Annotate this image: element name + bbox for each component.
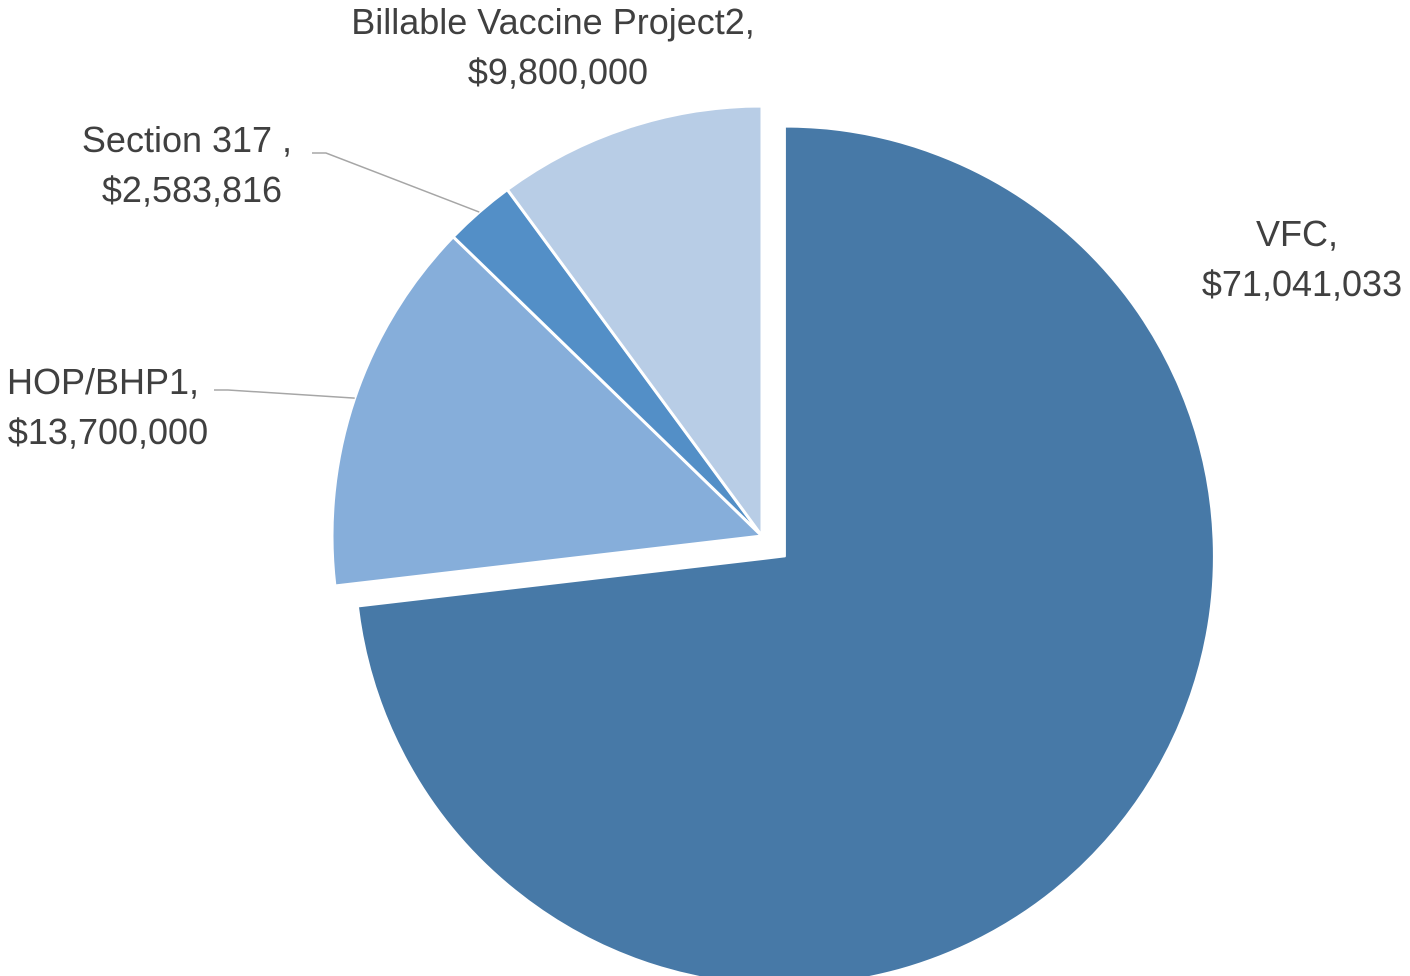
data-label-vfc-value: $71,041,033 xyxy=(1202,263,1402,304)
data-label-section-317-name: Section 317 , xyxy=(82,119,292,160)
slices-layer xyxy=(330,104,1216,976)
data-label-hop-bhp1-value: $13,700,000 xyxy=(8,411,208,452)
pie-slice-billable-vaccine-project2 xyxy=(505,104,764,538)
data-label-hop-bhp1-name: HOP/BHP1, xyxy=(7,361,199,402)
leader-lines-layer xyxy=(214,152,480,399)
pie-slice-hop-bhp1 xyxy=(330,235,764,588)
leader-line-hop-bhp1 xyxy=(214,389,355,399)
data-labels-layer: VFC, $71,041,033 HOP/BHP1, $13,700,000 S… xyxy=(7,1,1402,452)
data-label-billable-vaccine-project2: Billable Vaccine Project2, $9,800,000 xyxy=(351,1,765,92)
data-label-section-317-value: $2,583,816 xyxy=(102,169,282,210)
pie-slice-vfc xyxy=(355,124,1216,976)
data-label-vfc: VFC, $71,041,033 xyxy=(1202,213,1402,304)
data-label-billable-vaccine-project2-name: Billable Vaccine Project2, xyxy=(351,1,755,42)
leader-line-section-317 xyxy=(312,152,480,213)
data-label-hop-bhp1: HOP/BHP1, $13,700,000 xyxy=(7,361,209,452)
data-label-billable-vaccine-project2-value: $9,800,000 xyxy=(468,51,648,92)
data-label-section-317: Section 317 , $2,583,816 xyxy=(82,119,302,210)
data-label-vfc-name: VFC, xyxy=(1256,213,1338,254)
